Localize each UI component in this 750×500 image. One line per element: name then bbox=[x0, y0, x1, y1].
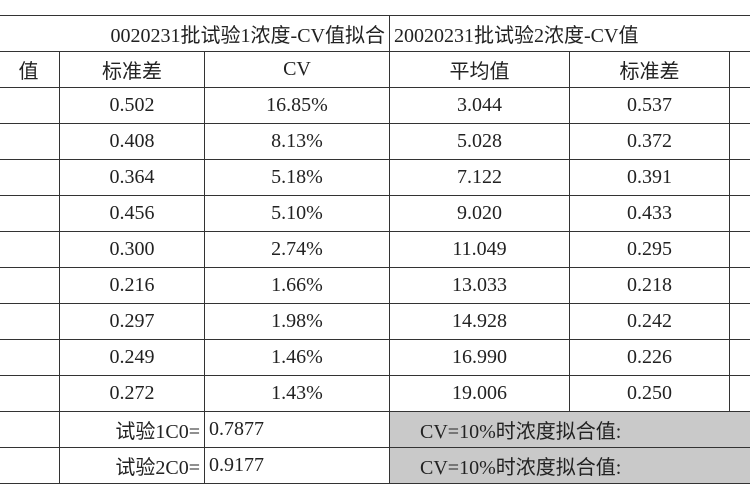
footer-label: 试验2C0= bbox=[60, 448, 205, 484]
cell: 0.297 bbox=[60, 304, 205, 340]
cell bbox=[730, 160, 750, 196]
cell: 0.502 bbox=[60, 88, 205, 124]
cell: 13.033 bbox=[390, 268, 570, 304]
cell: 0.249 bbox=[60, 340, 205, 376]
cell bbox=[0, 376, 60, 412]
footer-note: CV=10%时浓度拟合值: bbox=[390, 448, 750, 484]
cell bbox=[730, 304, 750, 340]
cell: 5.10% bbox=[205, 196, 390, 232]
cell: 0.433 bbox=[570, 196, 730, 232]
cell: 9.020 bbox=[390, 196, 570, 232]
cell bbox=[0, 196, 60, 232]
cell bbox=[0, 88, 60, 124]
cell: 0.242 bbox=[570, 304, 730, 340]
cell: 0.250 bbox=[570, 376, 730, 412]
column-header: 标准差 bbox=[60, 52, 205, 88]
column-header: 值 bbox=[0, 52, 60, 88]
cell bbox=[0, 232, 60, 268]
footer-note: CV=10%时浓度拟合值: bbox=[390, 412, 750, 448]
cell: 7.122 bbox=[390, 160, 570, 196]
cell: 0.391 bbox=[570, 160, 730, 196]
cell bbox=[0, 160, 60, 196]
footer-label: 试验1C0= bbox=[60, 412, 205, 448]
column-header: CV bbox=[205, 52, 390, 88]
cell bbox=[730, 232, 750, 268]
cell: 2.74% bbox=[205, 232, 390, 268]
cell bbox=[0, 448, 60, 484]
cell bbox=[730, 196, 750, 232]
cell: 0.456 bbox=[60, 196, 205, 232]
cell: 16.85% bbox=[205, 88, 390, 124]
cell: 0.226 bbox=[570, 340, 730, 376]
cell bbox=[0, 412, 60, 448]
cell: 1.98% bbox=[205, 304, 390, 340]
section-title: 20020231批试验2浓度-CV值 bbox=[390, 16, 750, 52]
cell: 0.218 bbox=[570, 268, 730, 304]
column-header bbox=[730, 52, 750, 88]
cell: 16.990 bbox=[390, 340, 570, 376]
cell: 1.46% bbox=[205, 340, 390, 376]
cell: 0.537 bbox=[570, 88, 730, 124]
cell: 0.364 bbox=[60, 160, 205, 196]
section-title: 0020231批试验1浓度-CV值拟合 bbox=[0, 16, 390, 52]
cell bbox=[0, 268, 60, 304]
cell bbox=[730, 268, 750, 304]
cell: 1.43% bbox=[205, 376, 390, 412]
cell: 0.372 bbox=[570, 124, 730, 160]
cell: 5.18% bbox=[205, 160, 390, 196]
cell bbox=[730, 88, 750, 124]
cell bbox=[0, 340, 60, 376]
cell: 3.044 bbox=[390, 88, 570, 124]
cell bbox=[0, 304, 60, 340]
cell bbox=[730, 340, 750, 376]
cell: 0.216 bbox=[60, 268, 205, 304]
cell: 14.928 bbox=[390, 304, 570, 340]
top-border bbox=[0, 14, 750, 16]
column-header: 标准差 bbox=[570, 52, 730, 88]
column-header: 平均值 bbox=[390, 52, 570, 88]
cell: 0.272 bbox=[60, 376, 205, 412]
cell: 0.408 bbox=[60, 124, 205, 160]
cell: 5.028 bbox=[390, 124, 570, 160]
cell: 19.006 bbox=[390, 376, 570, 412]
cell bbox=[730, 376, 750, 412]
cell: 0.300 bbox=[60, 232, 205, 268]
cell bbox=[0, 124, 60, 160]
cell: 11.049 bbox=[390, 232, 570, 268]
footer-value: 0.9177 bbox=[205, 448, 390, 484]
footer-value: 0.7877 bbox=[205, 412, 390, 448]
cell: 0.295 bbox=[570, 232, 730, 268]
cell bbox=[730, 124, 750, 160]
cell: 1.66% bbox=[205, 268, 390, 304]
cell: 8.13% bbox=[205, 124, 390, 160]
